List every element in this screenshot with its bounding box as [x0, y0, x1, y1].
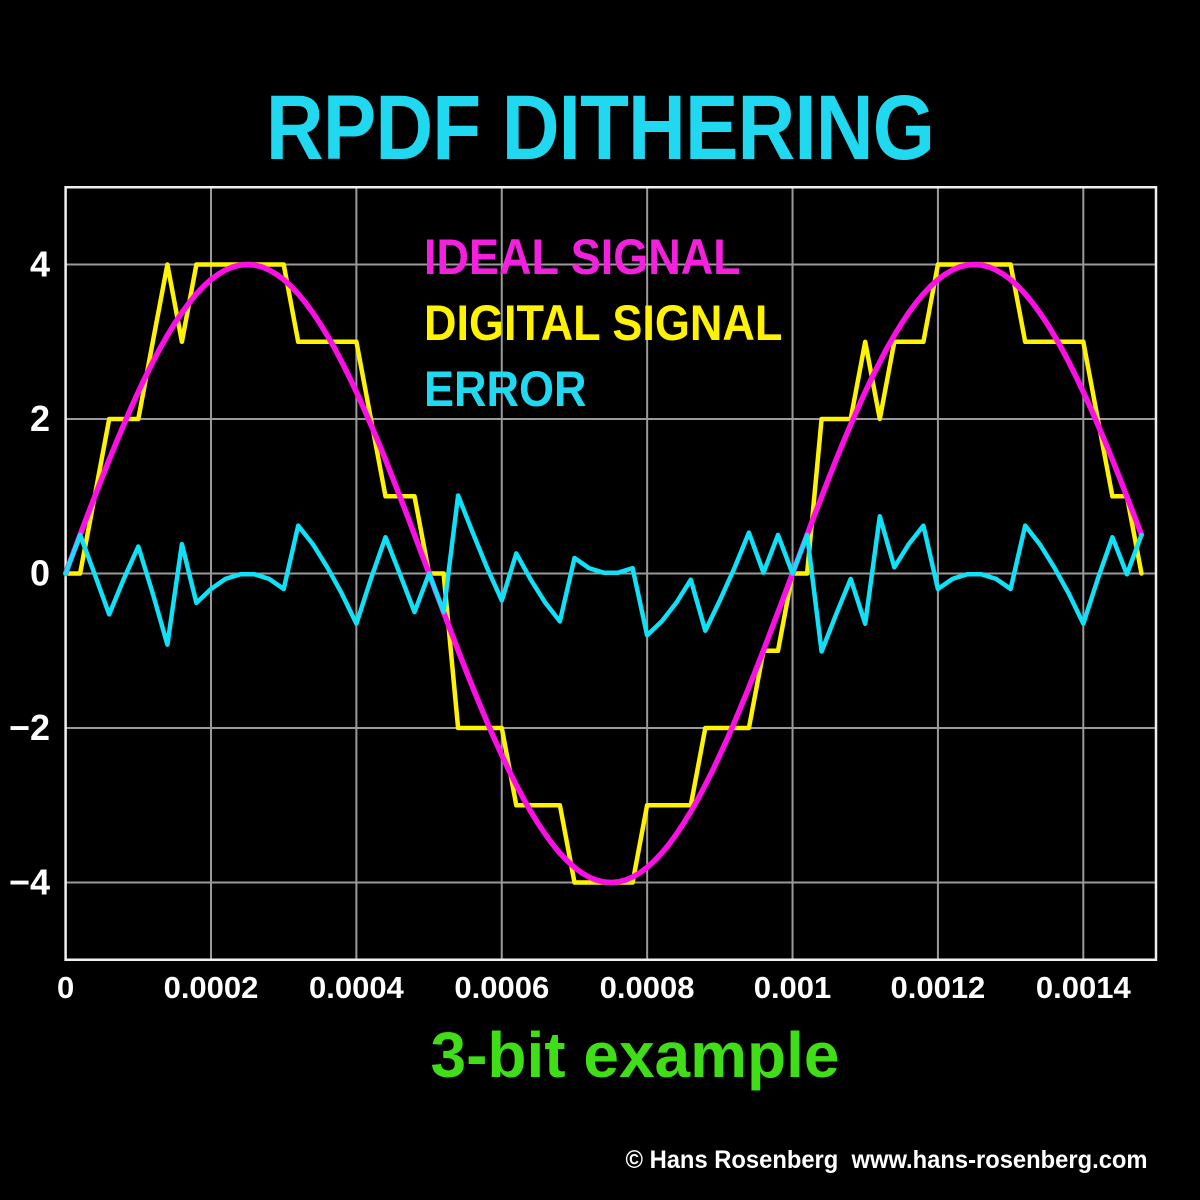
x-tick-label: 0.0012: [890, 970, 985, 1005]
x-tick-label: 0.0008: [600, 970, 695, 1005]
legend-item-digital-signal: DIGITAL SIGNAL: [424, 290, 822, 356]
x-tick-label: 0.0014: [1036, 970, 1132, 1005]
caption-bit-example: 3-bit example: [430, 1019, 840, 1091]
y-tick-label: 4: [30, 244, 50, 285]
x-tick-label: 0.0006: [454, 970, 549, 1005]
legend-label-error: ERROR: [424, 361, 587, 417]
legend-item-error: ERROR: [424, 356, 822, 422]
x-tick-label: 0: [57, 970, 74, 1005]
y-tick-label: −4: [9, 862, 50, 903]
x-tick-label: 0.001: [754, 970, 832, 1005]
legend-label-digital-signal: DIGITAL SIGNAL: [424, 295, 783, 351]
x-tick-label: 0.0002: [164, 970, 259, 1005]
error-line: [63, 493, 1144, 654]
y-tick-label: 2: [30, 398, 50, 439]
y-tick-label: 0: [30, 553, 50, 594]
y-tick-label: −2: [9, 707, 50, 748]
ideal-signal-line: [62, 261, 1145, 886]
page-title-text: RPDF DITHERING: [265, 77, 935, 179]
x-tick-label: 0.0004: [309, 970, 405, 1005]
copyright-text: © Hans Rosenberg www.hans-rosenberg.com: [625, 1146, 1148, 1174]
page-title: RPDF DITHERING: [0, 82, 1200, 174]
chart-legend: IDEAL SIGNAL DIGITAL SIGNAL ERROR: [424, 224, 822, 422]
legend-item-ideal-signal: IDEAL SIGNAL: [424, 224, 822, 290]
legend-label-ideal-signal: IDEAL SIGNAL: [424, 229, 741, 285]
